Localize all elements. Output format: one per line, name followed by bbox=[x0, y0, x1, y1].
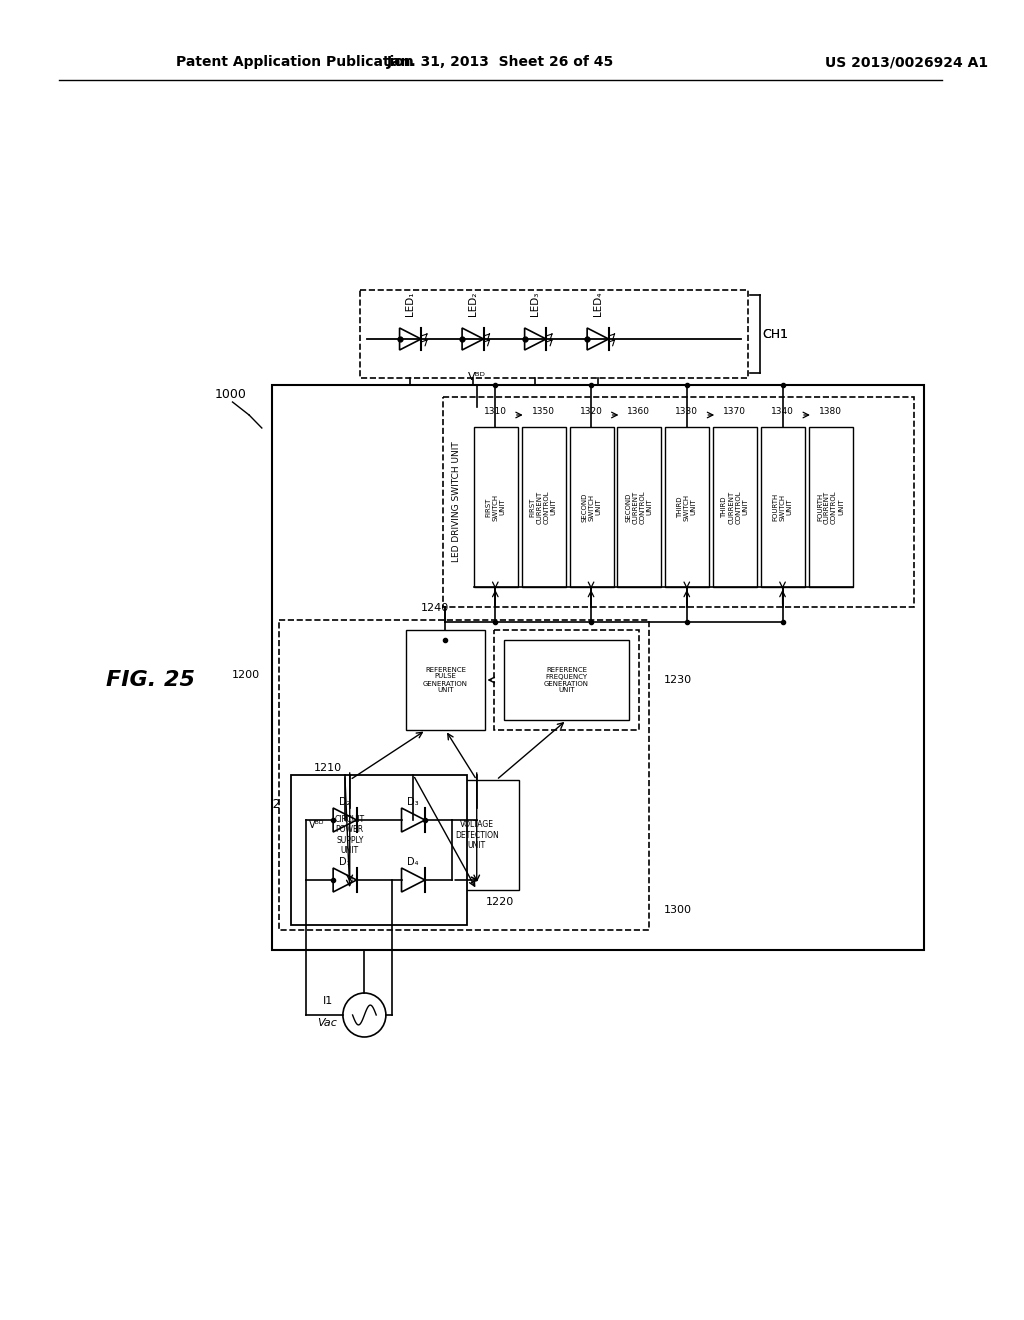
Text: 1370: 1370 bbox=[723, 408, 746, 417]
Text: 1360: 1360 bbox=[628, 408, 650, 417]
Bar bbox=[407, 630, 484, 730]
Text: D₄: D₄ bbox=[408, 857, 419, 867]
Bar bbox=[521, 426, 565, 587]
Bar bbox=[809, 426, 853, 587]
Bar bbox=[617, 426, 662, 587]
Bar bbox=[280, 620, 648, 931]
Text: 1000: 1000 bbox=[215, 388, 247, 401]
Text: Patent Application Publication: Patent Application Publication bbox=[176, 55, 414, 69]
Bar bbox=[713, 426, 757, 587]
Bar bbox=[308, 780, 392, 890]
Bar bbox=[504, 640, 629, 719]
Text: 1210: 1210 bbox=[313, 763, 342, 774]
Text: Jan. 31, 2013  Sheet 26 of 45: Jan. 31, 2013 Sheet 26 of 45 bbox=[387, 55, 613, 69]
Bar bbox=[761, 426, 805, 587]
Bar bbox=[271, 385, 925, 950]
Text: 1320: 1320 bbox=[580, 408, 602, 417]
Bar bbox=[359, 290, 749, 378]
Text: VOLTAGE
DETECTION
UNIT: VOLTAGE DETECTION UNIT bbox=[455, 820, 499, 850]
Bar bbox=[569, 426, 613, 587]
Text: 1340: 1340 bbox=[771, 408, 794, 417]
Text: Vᴮᴰ: Vᴮᴰ bbox=[468, 372, 485, 381]
Text: 1300: 1300 bbox=[664, 906, 691, 915]
Text: 1380: 1380 bbox=[819, 408, 842, 417]
Text: FIRST
CURRENT
CONTROL
UNIT: FIRST CURRENT CONTROL UNIT bbox=[529, 490, 557, 524]
Bar bbox=[666, 426, 710, 587]
Text: SECOND
SWITCH
UNIT: SECOND SWITCH UNIT bbox=[581, 492, 601, 521]
Text: FOURTH
SWITCH
UNIT: FOURTH SWITCH UNIT bbox=[772, 492, 793, 521]
Text: 1240: 1240 bbox=[421, 603, 450, 612]
Text: Vac: Vac bbox=[317, 1018, 337, 1028]
Bar bbox=[495, 630, 639, 730]
Text: LED₄: LED₄ bbox=[593, 292, 603, 317]
Text: I1: I1 bbox=[323, 997, 333, 1006]
Text: FOURTH
CURRENT
CONTROL
UNIT: FOURTH CURRENT CONTROL UNIT bbox=[817, 490, 844, 524]
Text: THIRD
SWITCH
UNIT: THIRD SWITCH UNIT bbox=[677, 494, 696, 520]
Text: LED₂: LED₂ bbox=[468, 292, 478, 317]
Text: 1200: 1200 bbox=[231, 671, 260, 680]
Text: SECOND
CURRENT
CONTROL
UNIT: SECOND CURRENT CONTROL UNIT bbox=[626, 490, 652, 524]
Text: LED₃: LED₃ bbox=[530, 292, 541, 317]
Text: REFERENCE
FREQUENCY
GENERATION
UNIT: REFERENCE FREQUENCY GENERATION UNIT bbox=[544, 667, 589, 693]
Text: US 2013/0026924 A1: US 2013/0026924 A1 bbox=[824, 55, 988, 69]
Text: D₁: D₁ bbox=[339, 857, 350, 867]
Text: D₂: D₂ bbox=[339, 797, 350, 807]
Text: 1310: 1310 bbox=[483, 408, 507, 417]
Text: LED₁: LED₁ bbox=[406, 292, 416, 317]
Text: 1330: 1330 bbox=[675, 408, 698, 417]
Text: CH1: CH1 bbox=[763, 327, 788, 341]
Text: 1350: 1350 bbox=[531, 408, 555, 417]
Text: 1230: 1230 bbox=[664, 675, 691, 685]
Text: CH1: CH1 bbox=[763, 327, 788, 341]
Bar bbox=[435, 780, 519, 890]
Bar bbox=[442, 397, 914, 607]
Text: D₃: D₃ bbox=[408, 797, 419, 807]
Text: Vᴮᴰ: Vᴮᴰ bbox=[308, 820, 325, 830]
Text: FIRST
SWITCH
UNIT: FIRST SWITCH UNIT bbox=[485, 494, 505, 520]
Text: CIRCUIT
POWER
SUPPLY
UNIT: CIRCUIT POWER SUPPLY UNIT bbox=[335, 814, 365, 855]
Text: 1220: 1220 bbox=[485, 898, 514, 907]
Text: THIRD
CURRENT
CONTROL
UNIT: THIRD CURRENT CONTROL UNIT bbox=[721, 490, 749, 524]
Text: LED DRIVING SWITCH UNIT: LED DRIVING SWITCH UNIT bbox=[452, 442, 461, 562]
Text: FIG. 25: FIG. 25 bbox=[105, 671, 195, 690]
Bar bbox=[474, 426, 518, 587]
Bar bbox=[291, 775, 467, 925]
Text: I2: I2 bbox=[269, 799, 282, 812]
Text: REFERENCE
PULSE
GENERATION
UNIT: REFERENCE PULSE GENERATION UNIT bbox=[423, 667, 468, 693]
